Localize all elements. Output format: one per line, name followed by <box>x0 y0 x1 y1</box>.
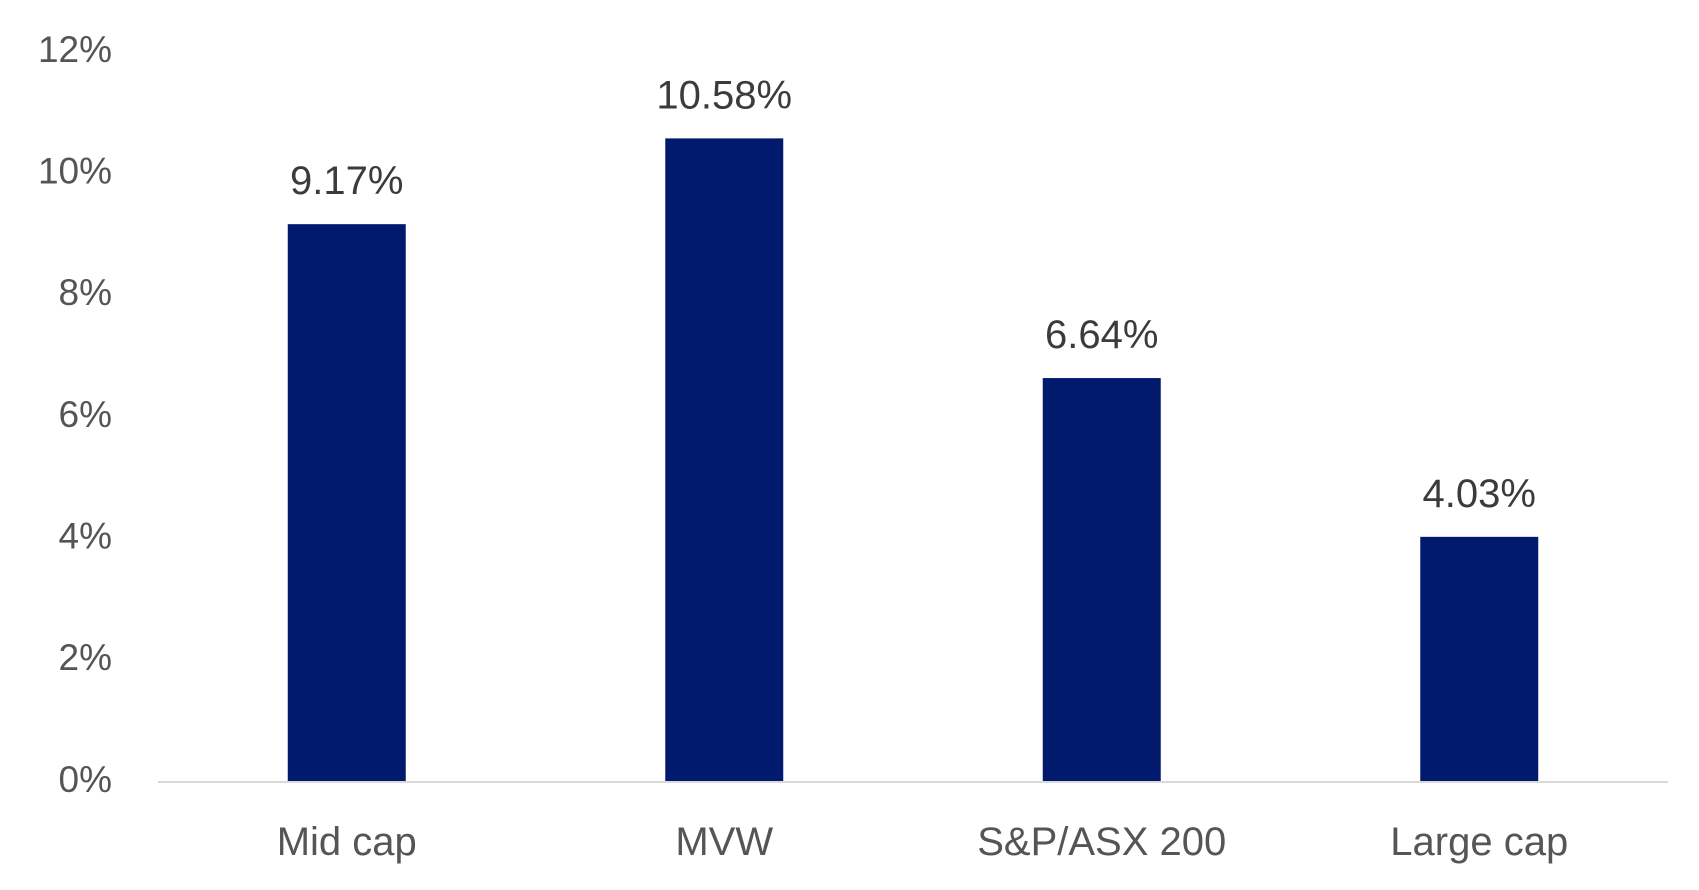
bar-s-p-asx-200 <box>1042 378 1161 782</box>
y-tick-label: 0% <box>59 759 112 800</box>
data-label: 10.58% <box>656 73 792 117</box>
bar-mvw <box>665 138 784 783</box>
x-category-label: Large cap <box>1390 820 1568 864</box>
y-tick-label: 12% <box>38 29 112 70</box>
y-tick-label: 4% <box>59 515 112 556</box>
y-tick-label: 2% <box>59 637 112 678</box>
y-axis-ticks: 0% 2% 4% 6% 8% 10% 12% <box>38 29 112 800</box>
data-label: 4.03% <box>1423 472 1536 516</box>
bar-mid-cap <box>287 224 406 783</box>
x-category-label: MVW <box>675 820 773 864</box>
bar-series <box>287 138 1539 783</box>
bar-large-cap <box>1420 536 1539 782</box>
data-label: 6.64% <box>1045 313 1158 357</box>
data-labels: 9.17% 10.58% 6.64% 4.03% <box>290 73 1536 515</box>
y-tick-label: 10% <box>38 150 112 191</box>
x-axis-labels: Mid cap MVW S&P/ASX 200 Large cap <box>277 820 1568 864</box>
y-tick-label: 6% <box>59 394 112 435</box>
x-category-label: S&P/ASX 200 <box>977 820 1226 864</box>
x-category-label: Mid cap <box>277 820 417 864</box>
data-label: 9.17% <box>290 159 403 203</box>
y-tick-label: 8% <box>59 272 112 313</box>
